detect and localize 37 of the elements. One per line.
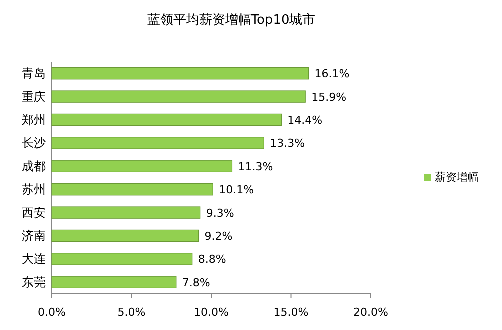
data-label: 9.2%: [204, 230, 233, 243]
legend-label: 薪资增幅: [435, 171, 479, 184]
data-label: 15.9%: [312, 90, 347, 104]
y-tick-label: 大连: [22, 252, 46, 266]
data-label: 16.1%: [314, 68, 350, 81]
bar: [52, 160, 233, 172]
bar: [52, 184, 214, 196]
bar: [52, 206, 201, 219]
x-tick-label: 5.0%: [118, 306, 146, 319]
bar: [52, 137, 264, 150]
y-tick-label: 济南: [22, 229, 46, 243]
x-tick-label: 20.0%: [354, 306, 388, 319]
y-tick-label: 成都: [22, 159, 46, 174]
y-tick-label: 东莞: [22, 275, 46, 290]
bar: [52, 253, 193, 266]
data-label: 7.8%: [182, 276, 210, 290]
bar: [52, 68, 310, 80]
data-label: 9.3%: [206, 206, 234, 220]
bar: [52, 114, 282, 126]
bar: [52, 230, 200, 242]
bar: [52, 90, 306, 103]
y-tick-label: 西安: [22, 206, 46, 220]
bar: [52, 276, 177, 288]
chart-title: 蓝领平均薪资增幅Top10城市: [147, 13, 316, 28]
y-tick-label: 长沙: [22, 136, 46, 150]
y-tick-label: 苏州: [22, 182, 46, 197]
x-tick-label: 15.0%: [274, 306, 309, 319]
y-tick-label: 重庆: [22, 90, 46, 104]
x-tick-label: 0.0%: [38, 306, 66, 319]
data-label: 8.8%: [198, 253, 226, 266]
data-label: 10.1%: [219, 184, 254, 197]
x-tick-label: 10.0%: [194, 306, 229, 319]
data-label: 13.3%: [270, 137, 306, 150]
y-tick-label: 郑州: [22, 113, 46, 127]
data-label: 11.3%: [238, 160, 274, 174]
y-tick-label: 青岛: [22, 66, 46, 81]
data-label: 14.4%: [288, 114, 323, 127]
